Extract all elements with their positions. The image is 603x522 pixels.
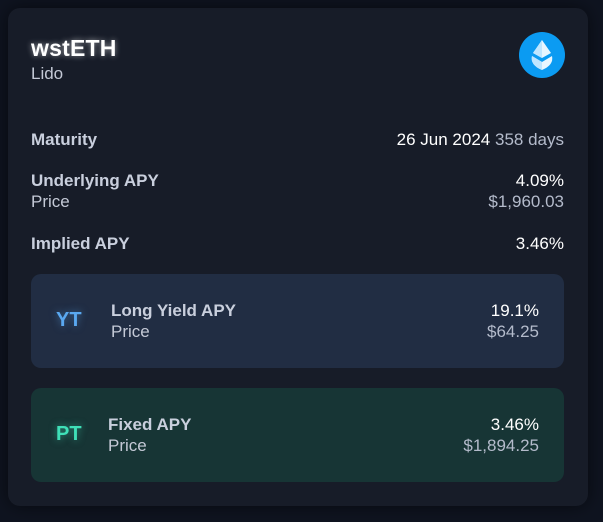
pt-panel[interactable]: PT Fixed APY Price 3.46% $1,894.25 bbox=[31, 388, 564, 482]
lido-drop-icon bbox=[519, 32, 565, 78]
asset-issuer: Lido bbox=[31, 64, 64, 83]
pt-title: Fixed APY bbox=[108, 415, 192, 434]
yt-price-label: Price bbox=[111, 322, 150, 341]
maturity-value: 26 Jun 2024 358 days bbox=[397, 130, 564, 150]
maturity-label: Maturity bbox=[31, 130, 98, 149]
yt-panel[interactable]: YT Long Yield APY Price 19.1% $64.25 bbox=[31, 274, 564, 368]
yt-apy-value: 19.1% bbox=[490, 301, 539, 320]
implied-apy-label: Implied APY bbox=[31, 234, 130, 253]
maturity-days: 358 days bbox=[495, 130, 564, 149]
pt-price-value: $1,894.25 bbox=[463, 436, 539, 455]
yt-title: Long Yield APY bbox=[111, 301, 236, 320]
underlying-price-value: $1,960.03 bbox=[488, 192, 564, 211]
market-card: wstETH Lido Maturity 26 Jun 2024 358 day… bbox=[8, 8, 588, 506]
maturity-date: 26 Jun 2024 bbox=[396, 130, 491, 149]
underlying-apy-value: 4.09% bbox=[515, 171, 564, 190]
pt-apy-value: 3.46% bbox=[490, 415, 539, 434]
yt-badge: YT bbox=[56, 309, 82, 331]
pt-badge: PT bbox=[56, 423, 82, 445]
implied-apy-value: 3.46% bbox=[515, 234, 564, 253]
asset-name: wstETH bbox=[31, 35, 117, 61]
yt-price-value: $64.25 bbox=[487, 322, 539, 341]
underlying-price-label: Price bbox=[31, 192, 70, 211]
pt-price-label: Price bbox=[108, 436, 147, 455]
underlying-apy-label: Underlying APY bbox=[31, 171, 159, 190]
